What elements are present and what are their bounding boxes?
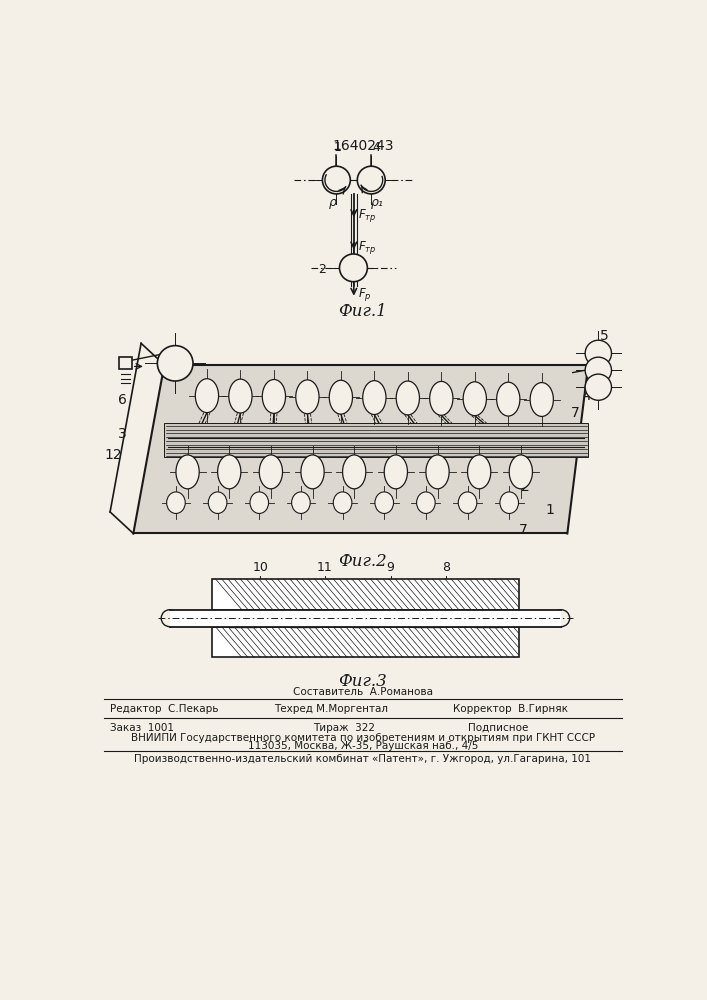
Polygon shape [351,610,379,620]
Text: 7: 7 [518,523,527,537]
Ellipse shape [329,380,353,414]
Text: Заказ  1001: Заказ 1001 [110,723,174,733]
Text: 1: 1 [333,141,341,154]
Text: 4: 4 [582,389,591,403]
Circle shape [585,374,612,400]
Ellipse shape [167,492,185,513]
Ellipse shape [291,492,310,513]
Ellipse shape [416,492,436,513]
Circle shape [158,346,193,381]
Ellipse shape [250,492,269,513]
Text: 1: 1 [546,503,554,517]
Ellipse shape [500,492,518,513]
Polygon shape [229,610,257,620]
Text: 4: 4 [373,141,380,154]
Text: 7: 7 [571,406,580,420]
Polygon shape [351,616,379,627]
Text: $F_{тр}$: $F_{тр}$ [358,239,376,256]
Polygon shape [291,616,318,627]
Ellipse shape [301,455,325,489]
Text: Редактор  С.Пекарь: Редактор С.Пекарь [110,704,218,714]
Ellipse shape [296,380,319,414]
Ellipse shape [195,379,218,413]
Ellipse shape [343,455,366,489]
Text: ρ₁: ρ₁ [370,196,383,209]
Circle shape [585,340,612,366]
Text: Техред М.Моргентал: Техред М.Моргентал [274,704,388,714]
Ellipse shape [463,382,486,416]
Ellipse shape [426,455,449,489]
Text: 2: 2 [317,263,325,276]
Polygon shape [229,616,257,627]
Ellipse shape [496,382,520,416]
Text: Фиг.3: Фиг.3 [339,673,387,690]
Ellipse shape [176,455,199,489]
Polygon shape [413,610,440,620]
Text: 3: 3 [118,427,127,441]
Ellipse shape [467,455,491,489]
Text: $F_{тр}$: $F_{тр}$ [358,207,376,224]
Bar [119,357,132,369]
Ellipse shape [229,379,252,413]
Polygon shape [134,365,588,533]
Bar [212,627,518,657]
Text: Составитель  А.Романова: Составитель А.Романова [293,687,433,697]
Text: ВНИИПИ Государственного комитета по изобретениям и открытиям при ГКНТ СССР: ВНИИПИ Государственного комитета по изоб… [131,733,595,743]
Text: Фиг.1: Фиг.1 [339,303,387,320]
Ellipse shape [430,381,453,415]
Text: Подписное: Подписное [468,723,529,733]
Ellipse shape [209,492,227,513]
Text: 11: 11 [317,561,332,574]
Text: 2: 2 [521,480,530,494]
Text: 8: 8 [443,561,450,574]
Bar [170,610,561,627]
Text: 113035, Москва, Ж-35, Раушская наб., 4/5: 113035, Москва, Ж-35, Раушская наб., 4/5 [247,741,478,751]
Text: 12: 12 [105,448,122,462]
Polygon shape [413,616,440,627]
Polygon shape [474,616,502,627]
Circle shape [339,254,368,282]
Text: 5: 5 [600,329,609,343]
Ellipse shape [363,381,386,415]
Polygon shape [164,423,588,457]
Ellipse shape [218,455,241,489]
Ellipse shape [259,455,283,489]
Bar [212,579,518,610]
Text: Фиг.2: Фиг.2 [339,553,387,570]
Polygon shape [291,610,318,620]
Circle shape [322,166,351,194]
Text: ρ: ρ [329,196,337,209]
Text: 10: 10 [252,561,269,574]
Text: 9: 9 [387,561,395,574]
Text: Тираж  322: Тираж 322 [313,723,375,733]
Ellipse shape [509,455,532,489]
Polygon shape [474,610,502,620]
Text: 1640243: 1640243 [332,139,394,153]
Ellipse shape [384,455,407,489]
Circle shape [357,166,385,194]
Ellipse shape [530,383,554,416]
Text: Производственно-издательский комбинат «Патент», г. Ужгород, ул.Гагарина, 101: Производственно-издательский комбинат «П… [134,754,591,764]
Text: Корректор  В.Гирняк: Корректор В.Гирняк [452,704,568,714]
Circle shape [553,610,570,627]
Circle shape [161,610,178,627]
Circle shape [585,357,612,383]
Ellipse shape [333,492,352,513]
Text: $F_{р}$: $F_{р}$ [358,286,371,303]
Ellipse shape [396,381,419,415]
Text: 3: 3 [356,264,363,277]
Ellipse shape [375,492,394,513]
Ellipse shape [262,379,286,413]
Text: 6: 6 [118,393,127,407]
Ellipse shape [458,492,477,513]
